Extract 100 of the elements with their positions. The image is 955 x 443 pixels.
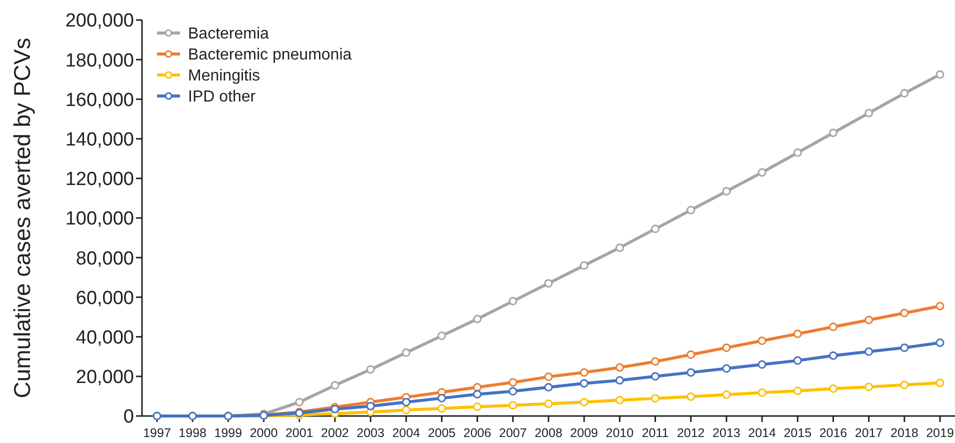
point [758,360,766,369]
point [437,404,446,413]
point [828,322,838,332]
point [758,168,766,177]
y-tick-label: 60,000 [76,288,134,309]
point [758,336,766,346]
x-tick-label: 2018 [890,426,918,440]
point [936,378,944,388]
point [615,396,624,404]
legend-label: Meningitis [188,68,260,85]
point [828,128,838,138]
y-tick-label: 200,000 [65,10,134,32]
point [473,383,482,392]
point [758,388,766,397]
point [686,368,696,377]
y-tick-label: 80,000 [76,248,134,270]
x-tick-label: 2005 [428,426,456,440]
point [544,279,553,288]
point [366,402,375,410]
point [828,384,838,393]
x-tick-label: 2013 [712,426,740,440]
x-tick-label: 2008 [534,426,562,440]
point [580,261,588,270]
point [508,387,518,396]
point [722,187,731,196]
point [473,390,482,398]
legend-label: Bacteremia [188,26,270,43]
point [686,350,696,359]
point [508,378,518,387]
point [651,394,660,403]
point [651,224,660,234]
y-tick-label: 140,000 [65,129,134,150]
x-tick-label: 2010 [606,426,634,440]
point [580,368,588,377]
point [544,372,553,382]
point [651,357,660,366]
point [615,376,624,385]
point [900,380,909,390]
point [793,148,802,157]
point [295,398,304,406]
point [330,381,340,390]
y-tick-label: 160,000 [65,90,134,111]
point [828,351,838,360]
point [793,330,802,338]
y-tick-label: 180,000 [65,50,134,72]
x-tick-label: 1997 [143,426,171,440]
point [722,343,731,352]
point [900,89,909,98]
point [864,347,874,356]
point [615,363,624,372]
point [402,398,410,406]
y-tick-label: 120,000 [65,169,134,190]
point [437,332,446,340]
point [508,296,518,306]
x-tick-label: 2000 [250,426,278,440]
point [686,206,696,214]
point [864,316,874,324]
x-tick-label: 2014 [748,426,776,440]
x-tick-label: 2003 [356,426,384,440]
point [900,308,909,318]
x-tick-label: 2004 [392,426,420,440]
y-tick-label: 100,000 [65,208,134,230]
point [651,372,660,381]
x-tick-label: 2009 [570,426,598,440]
point [936,70,944,79]
x-tick-label: 1999 [214,426,242,440]
x-tick-label: 2019 [926,426,954,440]
point [544,399,553,408]
point [793,386,802,396]
point [580,398,588,406]
point [437,394,446,402]
y-tick-label: 40,000 [76,327,134,348]
point [508,401,518,410]
point [722,390,731,399]
x-tick-label: 2017 [854,426,883,440]
point [615,243,624,252]
legend-label: IPD other [188,88,256,106]
point [686,392,696,401]
y-axis-title: Cumulative cases averted by PCVs [9,38,35,398]
point [864,382,874,392]
point [900,343,909,352]
x-tick-label: 2002 [321,426,349,440]
point [473,314,482,324]
point [366,365,375,374]
point [580,379,588,388]
x-tick-label: 2012 [676,426,705,440]
point [936,338,944,347]
x-tick-label: 2011 [642,426,669,440]
x-tick-label: 2001 [285,426,314,440]
legend-label: Bacteremic pneumonia [188,46,352,64]
x-tick-label: 2015 [784,426,812,440]
point [544,383,553,392]
y-tick-label: 0 [123,406,134,428]
point [402,406,410,414]
x-tick-label: 1998 [178,426,207,440]
point [864,108,874,118]
point [722,364,731,373]
x-tick-label: 2006 [463,426,492,440]
x-tick-label: 2016 [819,426,848,440]
x-tick-label: 2007 [499,426,527,440]
